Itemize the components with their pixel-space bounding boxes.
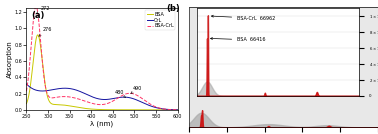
BSA-CrL bbox=[34, 6, 38, 7]
BSA bbox=[32, 52, 36, 53]
Legend: BSA, CrL, BSA-CrL: BSA, CrL, BSA-CrL bbox=[145, 10, 175, 30]
Text: (a): (a) bbox=[31, 11, 44, 20]
Line: BSA-CrL: BSA-CrL bbox=[26, 6, 178, 110]
CrL bbox=[171, 109, 175, 111]
BSA-CrL bbox=[171, 109, 176, 111]
CrL bbox=[175, 109, 180, 111]
BSA-CrL bbox=[175, 109, 180, 111]
CrL bbox=[32, 89, 36, 90]
BSA bbox=[94, 109, 98, 110]
BSA-CrL bbox=[171, 109, 175, 111]
CrL bbox=[98, 98, 102, 100]
BSA bbox=[24, 103, 29, 104]
Text: (b): (b) bbox=[166, 4, 180, 13]
CrL bbox=[94, 97, 98, 99]
CrL bbox=[24, 83, 29, 85]
Text: 490: 490 bbox=[131, 86, 142, 94]
BSA bbox=[143, 109, 148, 111]
Text: 276: 276 bbox=[39, 27, 52, 36]
Line: CrL: CrL bbox=[26, 84, 178, 110]
BSA-CrL bbox=[143, 100, 148, 102]
BSA-CrL bbox=[32, 13, 36, 14]
BSA-CrL bbox=[24, 90, 29, 92]
Text: 272: 272 bbox=[37, 6, 50, 13]
BSA-CrL bbox=[98, 104, 102, 105]
BSA bbox=[36, 34, 40, 36]
BSA bbox=[171, 109, 175, 111]
BSA bbox=[175, 109, 180, 111]
Line: BSA: BSA bbox=[26, 35, 178, 110]
BSA-CrL bbox=[94, 103, 98, 105]
CrL bbox=[171, 109, 175, 111]
BSA bbox=[98, 109, 102, 110]
CrL bbox=[143, 103, 148, 105]
Text: 480: 480 bbox=[115, 90, 126, 98]
BSA bbox=[171, 109, 176, 111]
X-axis label: λ (nm): λ (nm) bbox=[90, 120, 114, 127]
Y-axis label: Absorption: Absorption bbox=[7, 40, 13, 78]
